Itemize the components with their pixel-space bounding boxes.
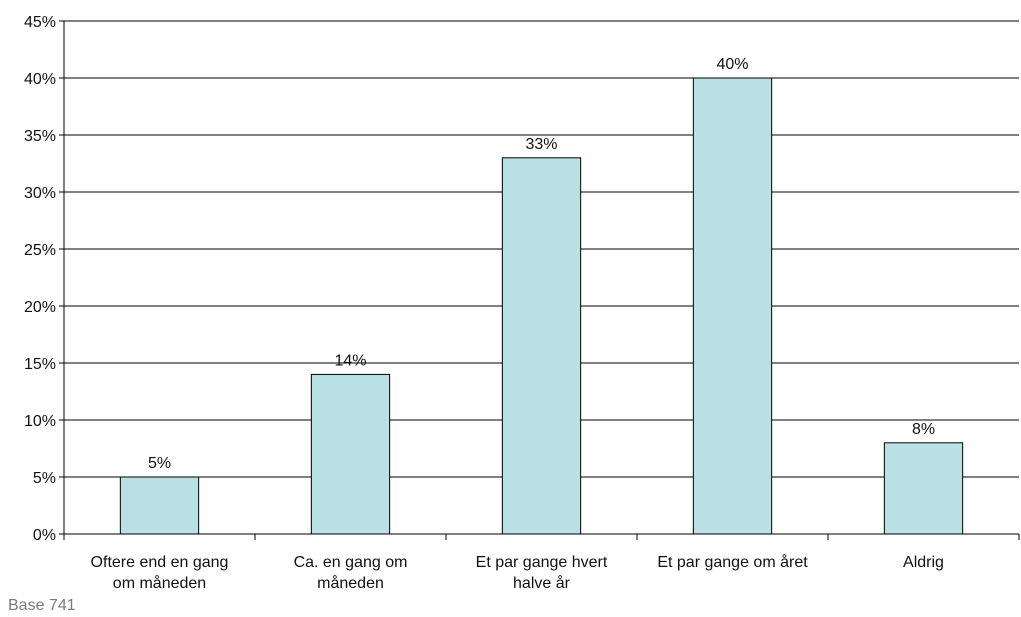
data-label: 8% (912, 421, 935, 438)
bar (883, 442, 964, 535)
x-axis-ticks: Oftere end en gang om måneden Ca. en gang … (63, 534, 1020, 592)
category-label: halve år (513, 574, 571, 592)
base-footnote: Base 741 (8, 597, 76, 614)
data-label: 33% (525, 136, 557, 153)
y-tick-label: 20% (24, 299, 56, 316)
y-axis-ticks: 0% 5% 10% 15% 20% 25% 30% 35% 40% 45% (24, 14, 64, 544)
category-label: om måneden (113, 574, 206, 592)
bars (119, 77, 964, 535)
data-label: 14% (334, 352, 366, 369)
category-label: Ca. en gang om (294, 554, 408, 571)
y-tick-label: 5% (33, 470, 56, 487)
data-label: 5% (148, 455, 171, 472)
y-tick-label: 40% (24, 71, 56, 88)
y-tick-label: 45% (24, 14, 56, 31)
category-label: Et par gange hvert (476, 554, 608, 571)
category-label: Oftere end en gang (91, 554, 229, 571)
y-tick-label: 30% (24, 185, 56, 202)
y-tick-label: 0% (33, 527, 56, 544)
bar (692, 77, 773, 535)
category-label: Aldrig (903, 554, 944, 571)
category-label: måneden (317, 574, 384, 592)
bar (119, 476, 200, 535)
data-labels: 5% 14% 33% 40% 8% (148, 56, 935, 472)
bar (501, 157, 582, 535)
data-label: 40% (716, 56, 748, 73)
bar (310, 373, 391, 535)
y-tick-label: 25% (24, 242, 56, 259)
y-tick-label: 10% (24, 413, 56, 430)
category-label: Et par gange om året (657, 553, 808, 571)
y-tick-label: 15% (24, 356, 56, 373)
y-tick-label: 35% (24, 128, 56, 145)
